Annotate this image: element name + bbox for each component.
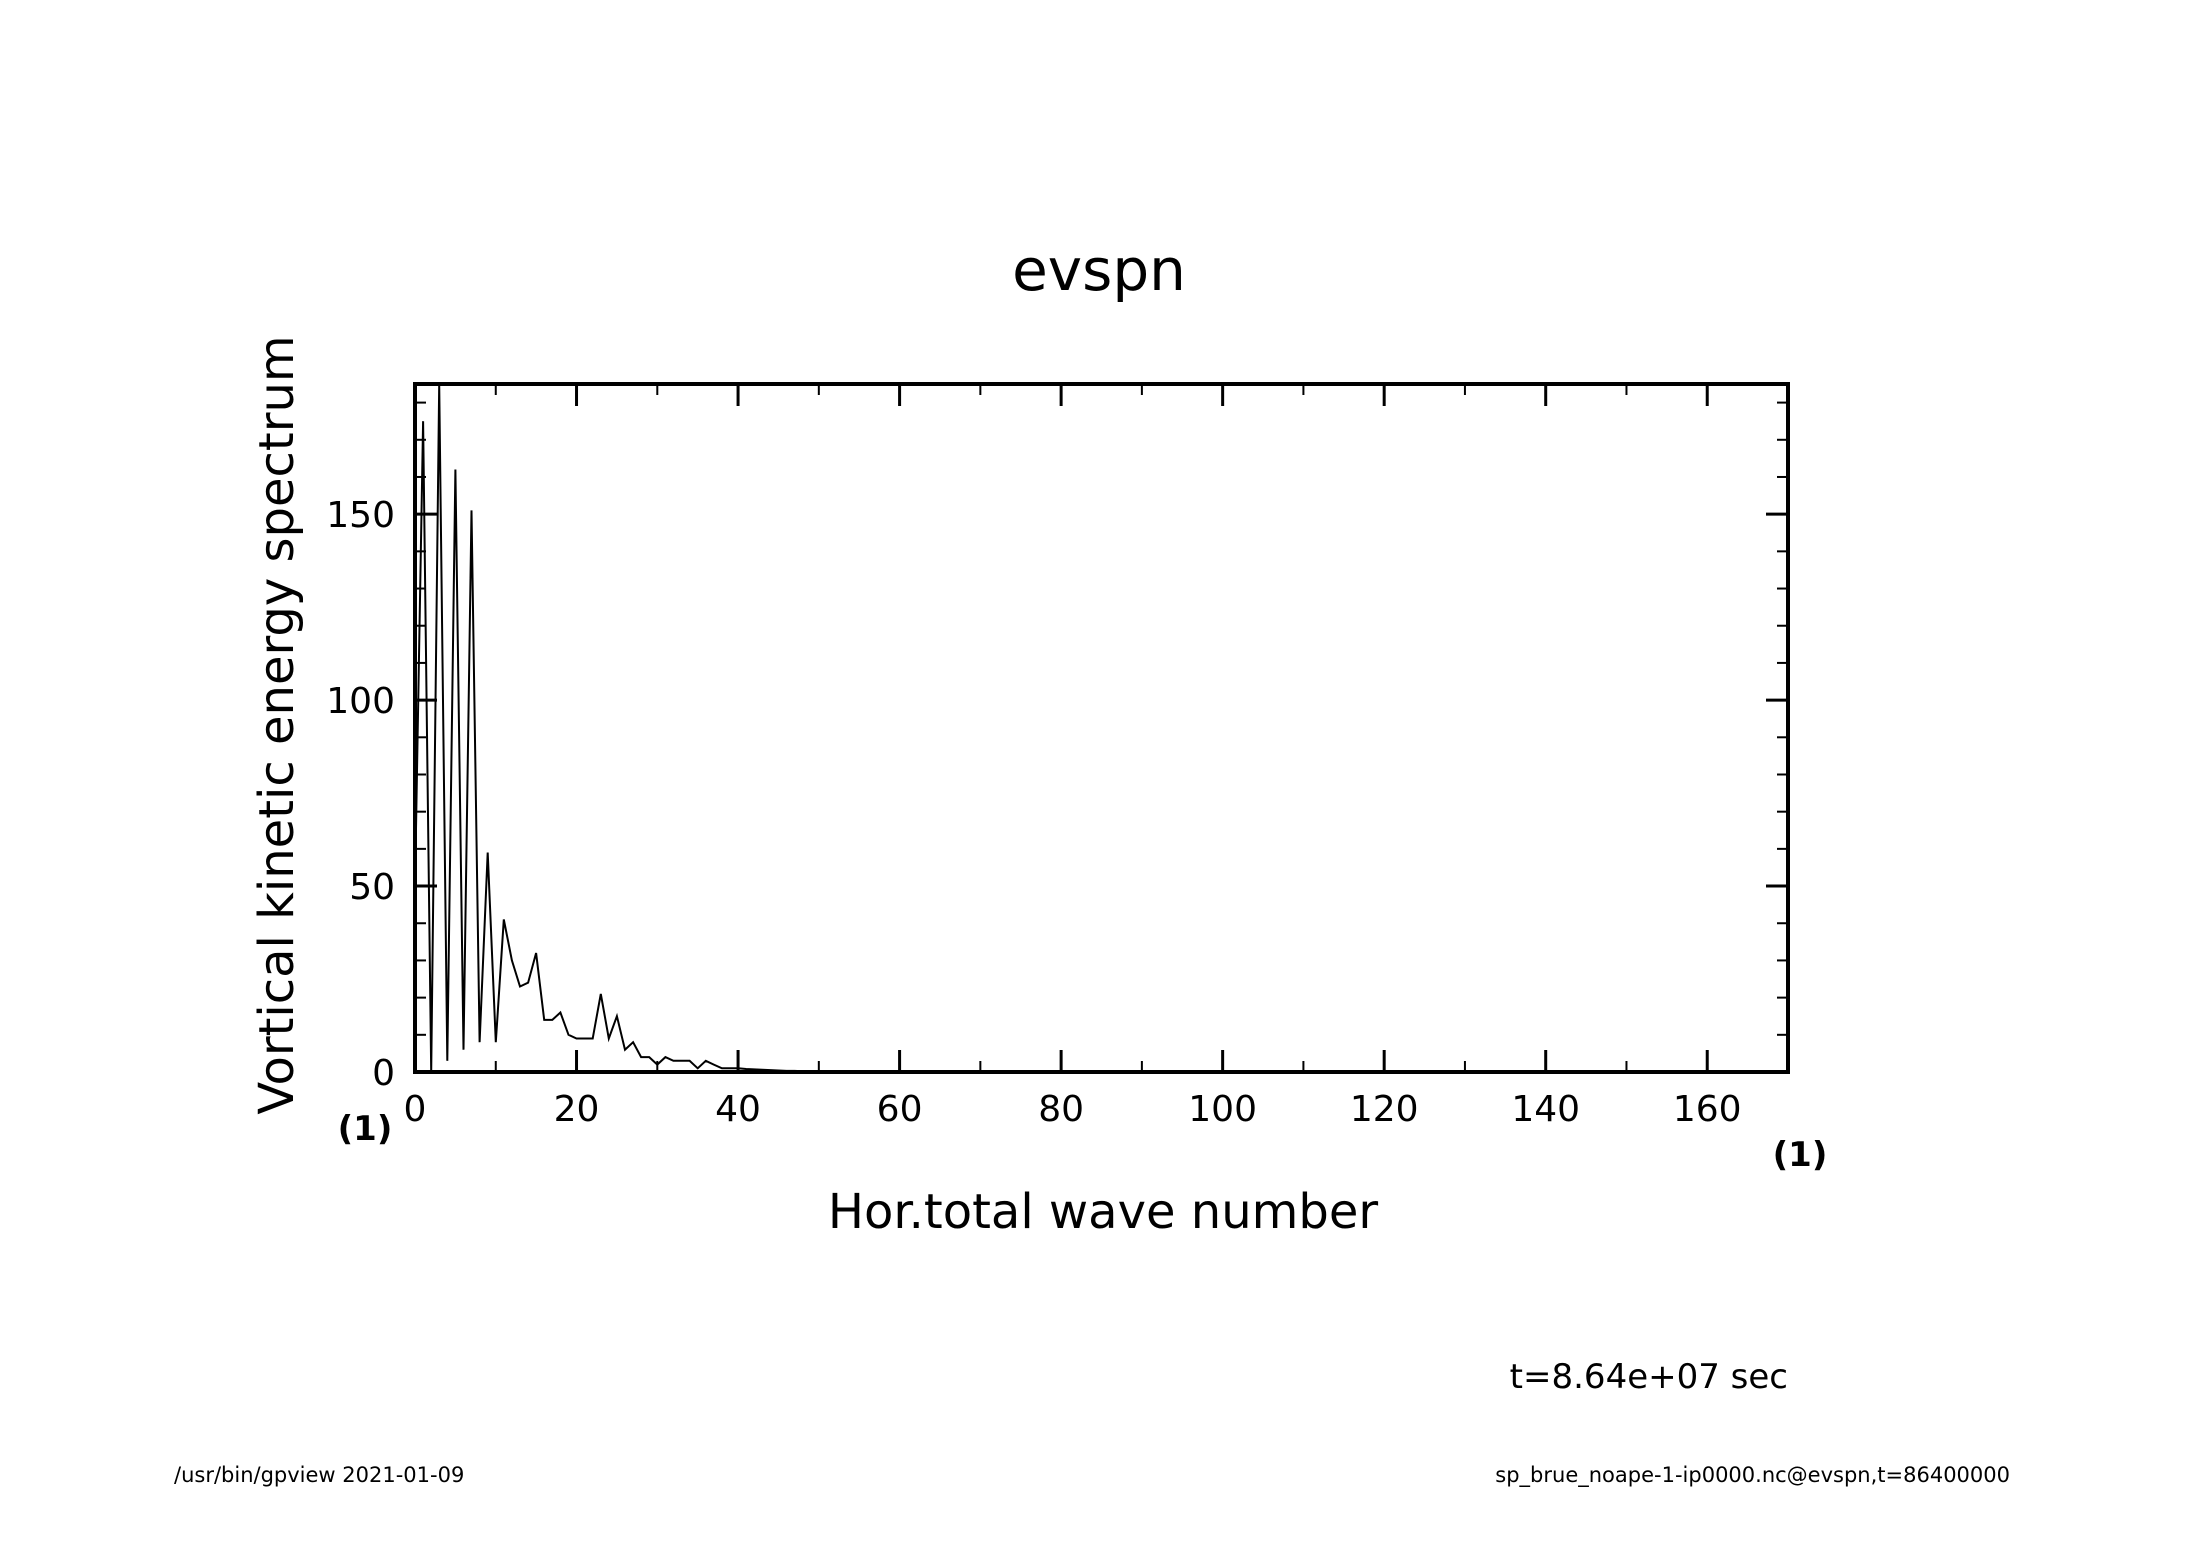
y-tick-label: 50: [349, 867, 395, 908]
y-unit-label: (1): [338, 1109, 393, 1149]
x-tick-label: 140: [1511, 1089, 1580, 1130]
x-tick-label: 120: [1350, 1089, 1419, 1130]
x-tick-label: 80: [1038, 1089, 1084, 1130]
tick-labels: 0 20 40 60 80 100 120 140 160 0 50 100 150: [326, 495, 1741, 1130]
x-tick-label: 40: [715, 1089, 761, 1130]
y-tick-label: 0: [372, 1053, 395, 1094]
x-tick-label: 60: [877, 1089, 923, 1130]
x-tick-label: 160: [1673, 1089, 1742, 1130]
y-axis-label: Vortical kinetic energy spectrum: [249, 335, 305, 1114]
x-tick-label: 100: [1188, 1089, 1257, 1130]
axis-ticks: [413, 384, 1789, 1074]
chart-title: evspn: [1012, 236, 1186, 304]
footer-left: /usr/bin/gpview 2021-01-09: [174, 1463, 464, 1487]
x-tick-label: 20: [554, 1089, 600, 1130]
x-tick-label: 0: [404, 1089, 427, 1130]
time-label: t=8.64e+07 sec: [1510, 1357, 1788, 1397]
y-tick-label: 150: [326, 495, 395, 536]
spectrum-line: [414, 383, 1788, 1073]
x-unit-label: (1): [1773, 1135, 1828, 1175]
footer-right: sp_brue_noape-1-ip0000.nc@evspn,t=864000…: [1495, 1463, 2010, 1488]
y-tick-label: 100: [326, 681, 395, 722]
x-axis-label: Hor.total wave number: [828, 1184, 1379, 1240]
plot-frame: [413, 382, 1790, 1074]
